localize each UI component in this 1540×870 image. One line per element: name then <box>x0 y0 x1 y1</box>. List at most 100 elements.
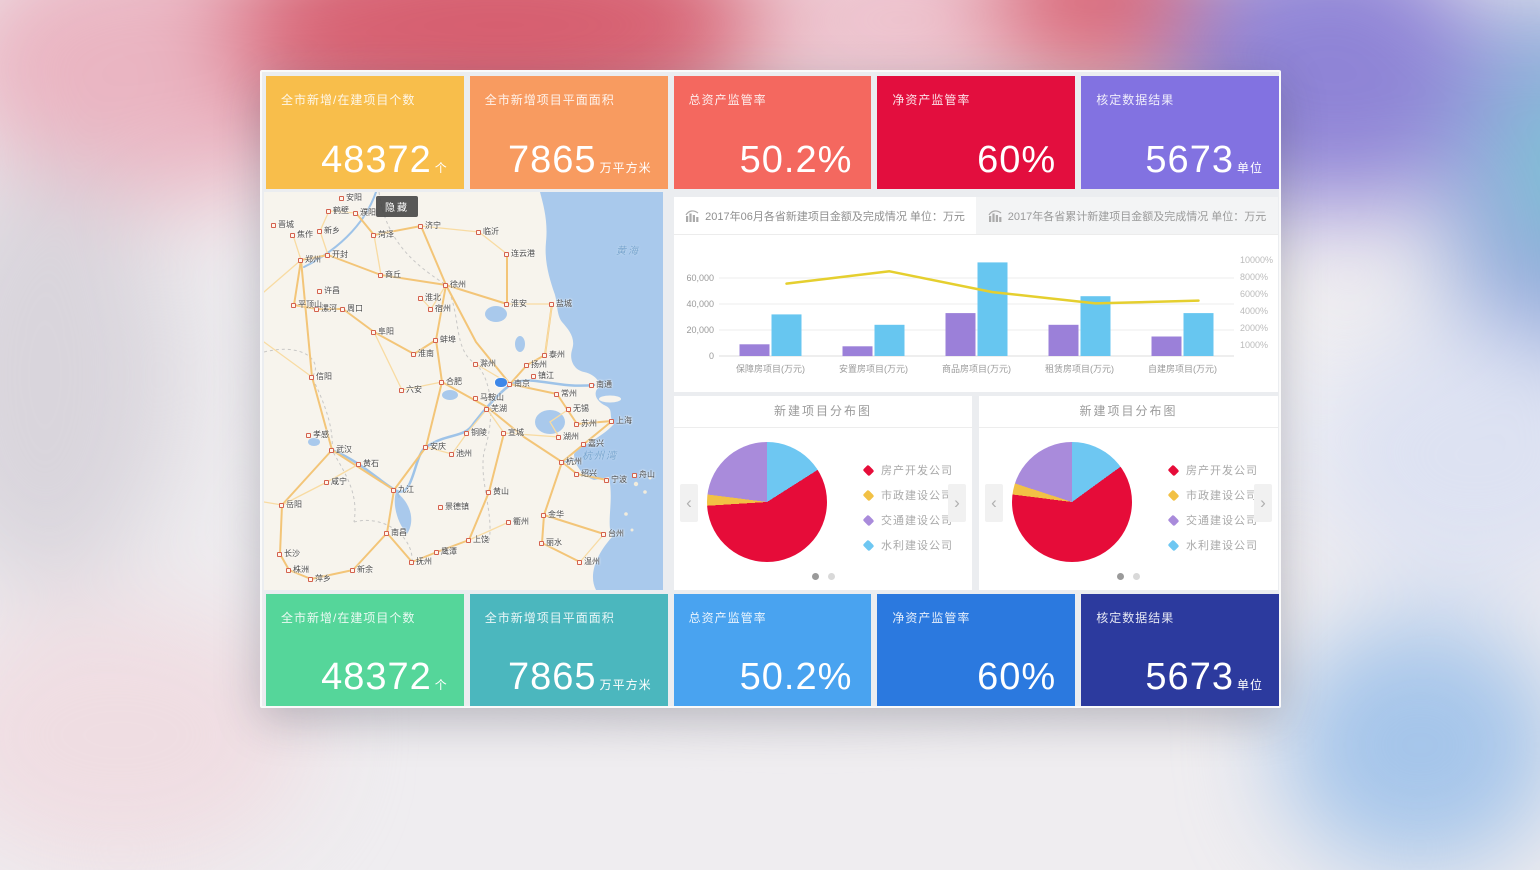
map-city: 无锡 <box>566 405 589 413</box>
map-city: 芜湖 <box>484 405 507 413</box>
city-dot-icon <box>378 272 383 278</box>
city-label: 孝感 <box>313 430 329 439</box>
line-yellow <box>785 270 1200 305</box>
city-label: 许昌 <box>324 286 340 295</box>
map-city: 景德镇 <box>438 503 469 511</box>
pie-panel-1: 新建项目分布图 房产开发公司 市政建设公司 交通建设公司 水利建设公司 ‹ › <box>674 396 972 590</box>
city-dot-icon <box>466 537 471 543</box>
city-label: 晋城 <box>278 220 294 229</box>
map-city: 濮阳 <box>353 209 376 217</box>
map-city: 滁州 <box>473 360 496 368</box>
city-dot-icon <box>556 434 561 440</box>
bg-blob <box>1310 320 1540 590</box>
map-city: 孝感 <box>306 431 329 439</box>
pie-title: 新建项目分布图 <box>979 396 1278 428</box>
legend-marker-icon <box>862 514 875 526</box>
map-city: 淮安 <box>504 300 527 308</box>
bg-blob <box>1440 0 1540 390</box>
city-label: 鹤壁 <box>333 206 349 215</box>
city-label: 淮安 <box>511 299 527 308</box>
stat-card: 净资产监管率 60% <box>877 76 1076 189</box>
map-city: 济宁 <box>418 222 441 230</box>
bar-purple <box>1048 324 1079 356</box>
carousel-next-button[interactable]: › <box>948 484 966 522</box>
stat-card-unit: 万平方米 <box>599 678 652 692</box>
map-city: 宣城 <box>501 429 524 437</box>
city-dot-icon <box>559 459 564 465</box>
map-hide-button[interactable]: 隐藏 <box>376 196 418 217</box>
city-dot-icon <box>329 447 334 453</box>
legend-item[interactable]: 水利建设公司 <box>862 537 953 553</box>
svg-text:保障房项目(万元): 保障房项目(万元) <box>736 363 805 374</box>
map-city: 铜陵 <box>464 429 487 437</box>
combo-chart: 60,000 40,000 20,000 0 10000% 8000% 6000% 4000%… <box>674 234 1278 392</box>
carousel-dot[interactable] <box>1117 573 1124 580</box>
map-city: 南京 <box>507 380 530 388</box>
stat-card: 全市新增项目平面面积 7865 万平方米 <box>469 76 668 189</box>
carousel-dot[interactable] <box>1133 573 1140 580</box>
stat-card-unit: 个 <box>434 678 448 692</box>
map-city: 商丘 <box>378 271 401 279</box>
legend-item[interactable]: 市政建设公司 <box>862 487 953 503</box>
city-label: 衢州 <box>513 517 529 526</box>
city-dot-icon <box>566 406 571 412</box>
city-label: 安阳 <box>346 193 362 202</box>
map-city: 武汉 <box>329 446 352 454</box>
stat-card-value: 7865 万平方米 <box>508 139 652 181</box>
city-dot-icon <box>271 222 276 228</box>
city-dot-icon <box>353 210 358 216</box>
bar-blue <box>1183 313 1214 356</box>
legend-item[interactable]: 交通建设公司 <box>1167 512 1258 528</box>
svg-text:10000%: 10000% <box>1240 255 1273 265</box>
legend-item[interactable]: 水利建设公司 <box>1167 537 1258 553</box>
map-city: 鹰潭 <box>434 548 457 556</box>
city-dot-icon <box>291 302 296 308</box>
pie-chart <box>707 442 827 562</box>
stat-card-value: 5673 单位 <box>1145 656 1263 698</box>
stat-card-unit: 个 <box>434 161 448 175</box>
carousel-prev-button[interactable]: ‹ <box>985 484 1003 522</box>
map-city: 郑州 <box>298 256 321 264</box>
map-location-marker[interactable] <box>495 378 507 387</box>
chart-tabs: 2017年06月各省新建项目金额及完成情况 单位：万元 2017年各省累计新建项… <box>674 197 1278 235</box>
map-city: 温州 <box>577 558 600 566</box>
city-label: 鹰潭 <box>441 547 457 556</box>
map-svg <box>264 192 663 590</box>
legend-item[interactable]: 交通建设公司 <box>862 512 953 528</box>
city-dot-icon <box>484 406 489 412</box>
city-dot-icon <box>409 559 414 565</box>
legend-item[interactable]: 市政建设公司 <box>1167 487 1258 503</box>
city-label: 济宁 <box>425 221 441 230</box>
city-label: 菏泽 <box>378 230 394 239</box>
city-dot-icon <box>443 282 448 288</box>
city-label: 淮北 <box>425 293 441 302</box>
carousel-next-button[interactable]: › <box>1254 484 1272 522</box>
city-label: 新余 <box>357 565 373 574</box>
city-dot-icon <box>277 551 282 557</box>
city-label: 扬州 <box>531 360 547 369</box>
legend-item[interactable]: 房产开发公司 <box>1167 462 1258 478</box>
map-city: 镇江 <box>531 372 554 380</box>
tab-monthly[interactable]: 2017年06月各省新建项目金额及完成情况 单位：万元 <box>674 197 976 234</box>
map-city: 许昌 <box>317 287 340 295</box>
map-city: 马鞍山 <box>473 394 504 402</box>
carousel-dot[interactable] <box>827 573 835 580</box>
city-dot-icon <box>308 576 313 582</box>
carousel-dots <box>674 573 972 580</box>
map-city: 嘉兴 <box>581 440 604 448</box>
carousel-dot[interactable] <box>811 573 819 580</box>
city-dot-icon <box>577 559 582 565</box>
carousel-prev-button[interactable]: ‹ <box>680 484 698 522</box>
map-city: 开封 <box>325 251 348 259</box>
city-dot-icon <box>574 471 579 477</box>
city-dot-icon <box>418 295 423 301</box>
svg-text:0: 0 <box>709 351 714 361</box>
legend-label: 水利建设公司 <box>881 540 953 552</box>
pie-legend: 房产开发公司 市政建设公司 交通建设公司 水利建设公司 <box>1167 462 1258 553</box>
tab-cumulative[interactable]: 2017年各省累计新建项目金额及完成情况 单位：万元 <box>976 197 1278 234</box>
city-label: 抚州 <box>416 557 432 566</box>
map-city: 徐州 <box>443 281 466 289</box>
legend-item[interactable]: 房产开发公司 <box>862 462 953 478</box>
city-label: 黄石 <box>363 459 379 468</box>
map-panel[interactable]: 晋城 安阳 鹤壁 濮阳 新乡 焦作 菏泽 济宁 临沂 郑州 开封 许昌 商丘 徐州 连云港 淮北 宿州 漯河 周口 平… <box>264 192 663 590</box>
